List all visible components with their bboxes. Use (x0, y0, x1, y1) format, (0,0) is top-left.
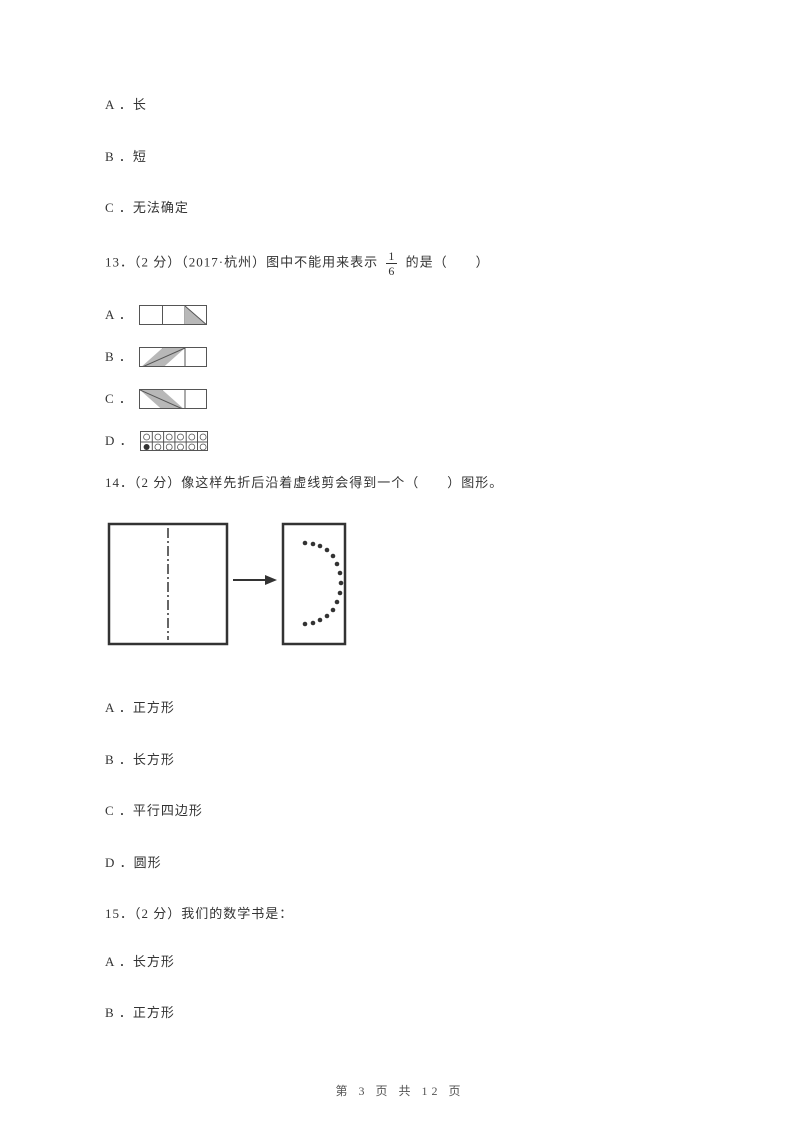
q13-c-label: C ． (105, 389, 133, 409)
q14-option-b: B ．长方形 (105, 750, 695, 770)
q13-stem: 13．（2 分）（2017·杭州）图中不能用来表示 1 6 的是（ ） (105, 250, 695, 277)
q13-suffix: 的是（ ） (406, 254, 490, 269)
q13-a-diagram (139, 305, 207, 325)
q12-option-b: B ．短 (105, 147, 695, 167)
q13-c-diagram (139, 389, 207, 409)
q15-option-b: B ．正方形 (105, 1003, 695, 1023)
fraction-denominator: 6 (386, 264, 397, 277)
fraction-numerator: 1 (386, 250, 397, 264)
q14-option-c: C ．平行四边形 (105, 801, 695, 821)
q13-prefix: 13．（2 分）（2017·杭州）图中不能用来表示 (105, 254, 378, 269)
q13-option-a: A ． (105, 305, 695, 325)
q14-stem: 14．（2 分）像这样先折后沿着虚线剪会得到一个（ ）图形。 (105, 473, 695, 493)
q13-b-label: B ． (105, 347, 133, 367)
q13-option-d: D ． (105, 431, 695, 451)
q12-option-a: A ．长 (105, 95, 695, 115)
q14-diagram (105, 520, 365, 650)
q15-stem: 15．（2 分）我们的数学书是： (105, 904, 695, 924)
q13-a-label: A ． (105, 305, 133, 325)
q13-option-c: C ． (105, 389, 695, 409)
q15-option-a: A ．长方形 (105, 952, 695, 972)
q14-option-d: D ．圆形 (105, 853, 695, 873)
fraction-one-sixth: 1 6 (386, 250, 397, 277)
q13-d-diagram (140, 431, 208, 451)
q13-option-b: B ． (105, 347, 695, 367)
q12-option-c: C ．无法确定 (105, 198, 695, 218)
page-footer: 第 3 页 共 12 页 (0, 1082, 800, 1100)
q13-d-label: D ． (105, 431, 134, 451)
q13-b-diagram (139, 347, 207, 367)
q14-option-a: A ．正方形 (105, 698, 695, 718)
